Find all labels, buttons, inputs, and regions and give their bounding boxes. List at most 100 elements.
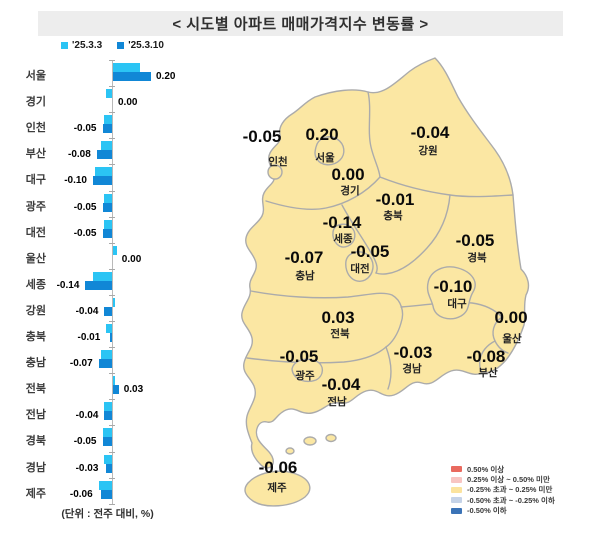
- map-legend-row-0: 0.50% 이상: [451, 464, 555, 474]
- map-region-seoul: [314, 136, 345, 166]
- map-value-gyeongnam: -0.03: [394, 343, 433, 362]
- bar-prev-week: [102, 428, 112, 438]
- axis-tick: [109, 216, 115, 218]
- map-border-chungbuk-gyeongbuk: [375, 194, 451, 275]
- axis-tick: [109, 503, 115, 505]
- korea-map-container: -0.05 인천 0.20 서울 -0.04 강원 0.00 경기 -0.01 충북 -0.14 세종…: [230, 55, 600, 539]
- map-border-jeonnam-gyeongnam: [385, 346, 392, 390]
- bar-current-week: [102, 437, 112, 447]
- map-value-gwangju: -0.05: [280, 347, 319, 366]
- map-border-busan: [478, 340, 496, 374]
- map-legend-swatch-icon: [451, 466, 462, 473]
- bar-current-week: [102, 228, 112, 238]
- map-value-incheon: -0.05: [243, 127, 282, 146]
- map-color-legend: 0.50% 이상 0.25% 이상 ~ 0.50% 미만 -0.25% 초과 ~ 0…: [451, 464, 555, 516]
- bar-value-label: -0.04: [75, 410, 99, 422]
- map-name-gyeongbuk: 경북: [467, 251, 487, 264]
- map-border-gyeongnam-north: [400, 301, 503, 318]
- legend-swatch-current-week-icon: [117, 42, 125, 49]
- map-region-daejeon: [345, 251, 374, 282]
- map-region-gwangju: [291, 358, 324, 383]
- map-name-daejeon: 대전: [350, 262, 369, 275]
- axis-tick: [109, 399, 115, 401]
- axis-tick: [109, 477, 115, 479]
- bar-value-label: 0.03: [123, 384, 144, 396]
- bar-prev-week: [94, 167, 112, 177]
- bar-current-week: [104, 411, 112, 421]
- bar-current-week: [113, 385, 119, 395]
- map-legend-row-1: 0.25% 이상 ~ 0.50% 미만: [451, 474, 555, 484]
- bar-value-label: 0.00: [121, 253, 142, 265]
- bar-prev-week: [113, 245, 117, 255]
- bar-category-label: 인천: [25, 122, 46, 135]
- bar-prev-week: [104, 115, 112, 125]
- axis-tick: [109, 138, 115, 140]
- bar-prev-week: [104, 219, 112, 229]
- bar-current-week: [102, 124, 112, 134]
- bar-category-label: 광주: [25, 200, 46, 213]
- bar-prev-week: [106, 324, 112, 333]
- bar-value-label: -0.05: [73, 227, 97, 239]
- map-legend-row-4: -0.50% 이하: [451, 506, 555, 516]
- axis-tick: [109, 86, 115, 88]
- bar-value-label: -0.08: [68, 149, 91, 161]
- map-value-jeju: -0.06: [259, 458, 298, 477]
- bar-category-label: 경북: [25, 435, 46, 448]
- map-name-gyeongnam: 경남: [402, 362, 422, 375]
- map-value-daegu: -0.10: [434, 277, 473, 296]
- bar-value-label: -0.14: [56, 279, 80, 291]
- map-legend-label: 0.25% 이상 ~ 0.50% 미만: [467, 475, 550, 485]
- bar-category-label: 대구: [25, 174, 46, 187]
- map-legend-row-2: -0.25% 초과 ~ 0.25% 미만: [451, 485, 555, 495]
- map-name-chungnam: 충남: [295, 269, 315, 282]
- bar-category-label: 제주: [25, 487, 46, 500]
- bar-value-label: -0.04: [75, 305, 99, 317]
- map-legend-label: -0.25% 초과 ~ 0.25% 미만: [467, 485, 553, 495]
- map-border-chungnam-jeonbuk: [250, 290, 404, 348]
- map-name-sejong: 세종: [333, 232, 353, 245]
- region-bar-chart: 서울 0.20 경기 0.00 인천 -0.05 부산 -0.08 대구 -0.10 광주 -0.05…: [0, 0, 230, 539]
- map-border-gyeonggi-gangwon: [367, 91, 381, 178]
- map-name-jeonbuk: 전북: [330, 327, 350, 340]
- bar-value-label: -0.03: [75, 462, 99, 474]
- axis-tick: [109, 321, 115, 322]
- bar-current-week: [113, 72, 151, 81]
- bar-category-label: 강원: [25, 304, 46, 317]
- map-name-busan: 부산: [478, 366, 498, 379]
- map-legend-row-3: -0.50% 초과 ~ -0.25% 이하: [451, 495, 555, 505]
- map-name-ulsan: 울산: [502, 332, 522, 345]
- map-name-daegu: 대구: [447, 297, 467, 310]
- bar-current-week: [102, 202, 112, 212]
- map-island-1: [303, 436, 317, 446]
- map-name-chungbuk: 충북: [383, 209, 403, 222]
- legend-label-prev-week: '25.3.3: [72, 40, 103, 51]
- map-name-gyeonggi: 경기: [340, 184, 359, 197]
- map-name-jeju: 제주: [267, 481, 287, 494]
- bar-category-label: 대전: [25, 226, 46, 239]
- bar-current-week: [100, 489, 112, 499]
- bar-current-week: [106, 463, 112, 473]
- page-title: < 시도별 아파트 매매가격지수 변동률 >: [172, 16, 429, 33]
- bar-value-label: -0.05: [73, 201, 97, 213]
- legend-label-current-week: '25.3.10: [128, 40, 164, 51]
- map-value-seoul: 0.20: [305, 125, 338, 144]
- map-legend-swatch-icon: [451, 486, 462, 493]
- bar-category-label: 충남: [25, 357, 46, 370]
- map-value-jeonnam: -0.04: [322, 375, 361, 394]
- bar-chart-legend: '25.3.3 '25.3.10: [61, 40, 164, 51]
- axis-tick: [109, 60, 115, 61]
- map-region-jeju: [244, 470, 311, 507]
- bar-value-label: -0.05: [73, 436, 97, 448]
- map-island-2: [325, 433, 337, 443]
- map-border-jeonbuk-jeonnam: [246, 346, 387, 364]
- bar-prev-week: [113, 63, 140, 72]
- map-name-incheon: 인천: [268, 155, 287, 168]
- bar-category-label: 경남: [25, 461, 46, 474]
- map-legend-label: -0.50% 초과 ~ -0.25% 이하: [467, 495, 555, 505]
- axis-tick: [109, 294, 115, 296]
- title-bar: < 시도별 아파트 매매가격지수 변동률 >: [38, 11, 563, 36]
- bar-prev-week: [113, 297, 115, 307]
- bar-category-label: 충북: [25, 331, 46, 343]
- bar-category-label: 전북: [25, 383, 46, 396]
- map-name-gwangju: 광주: [295, 370, 315, 382]
